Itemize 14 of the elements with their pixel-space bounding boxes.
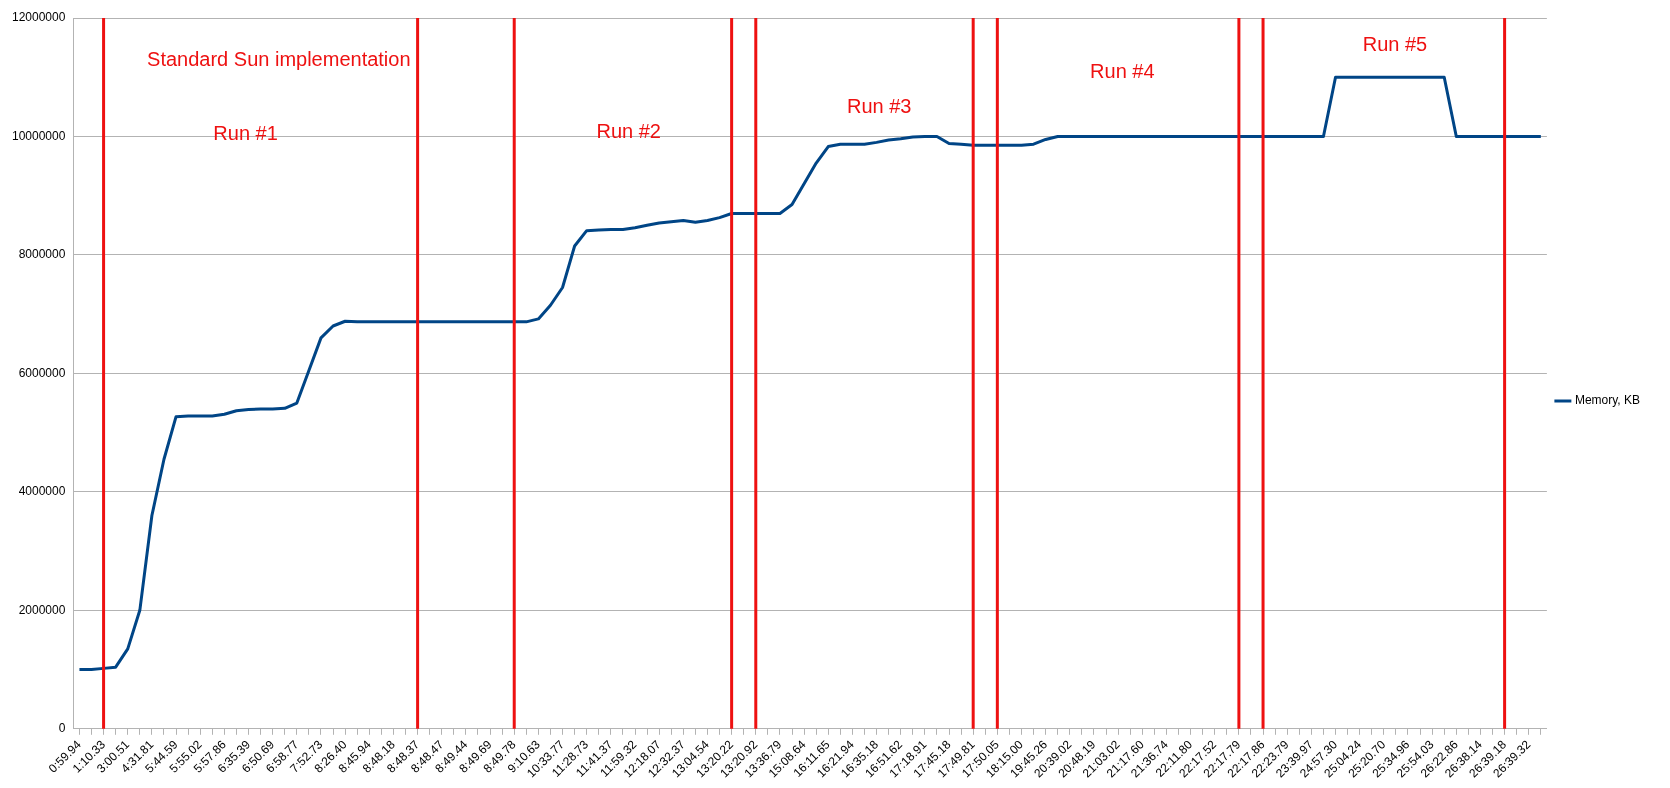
- annotation: Run #5: [1362, 33, 1428, 56]
- y-tick-label: 0: [58, 721, 66, 736]
- y-tick-label: 6000000: [18, 365, 66, 380]
- annotation: Run #1: [213, 122, 278, 145]
- annotation: Run #3: [846, 95, 912, 118]
- y-tick-label: 12000000: [12, 10, 66, 25]
- annotation: Standard Sun implementation: [147, 47, 411, 70]
- y-tick-label: 4000000: [18, 484, 66, 499]
- y-tick-label: 10000000: [12, 128, 66, 143]
- annotation: Run #4: [1090, 60, 1155, 83]
- legend-label: Memory, KB: [1574, 393, 1640, 408]
- y-tick-label: 8000000: [18, 247, 66, 262]
- y-tick-label: 2000000: [18, 602, 66, 617]
- annotation: Run #2: [596, 120, 661, 142]
